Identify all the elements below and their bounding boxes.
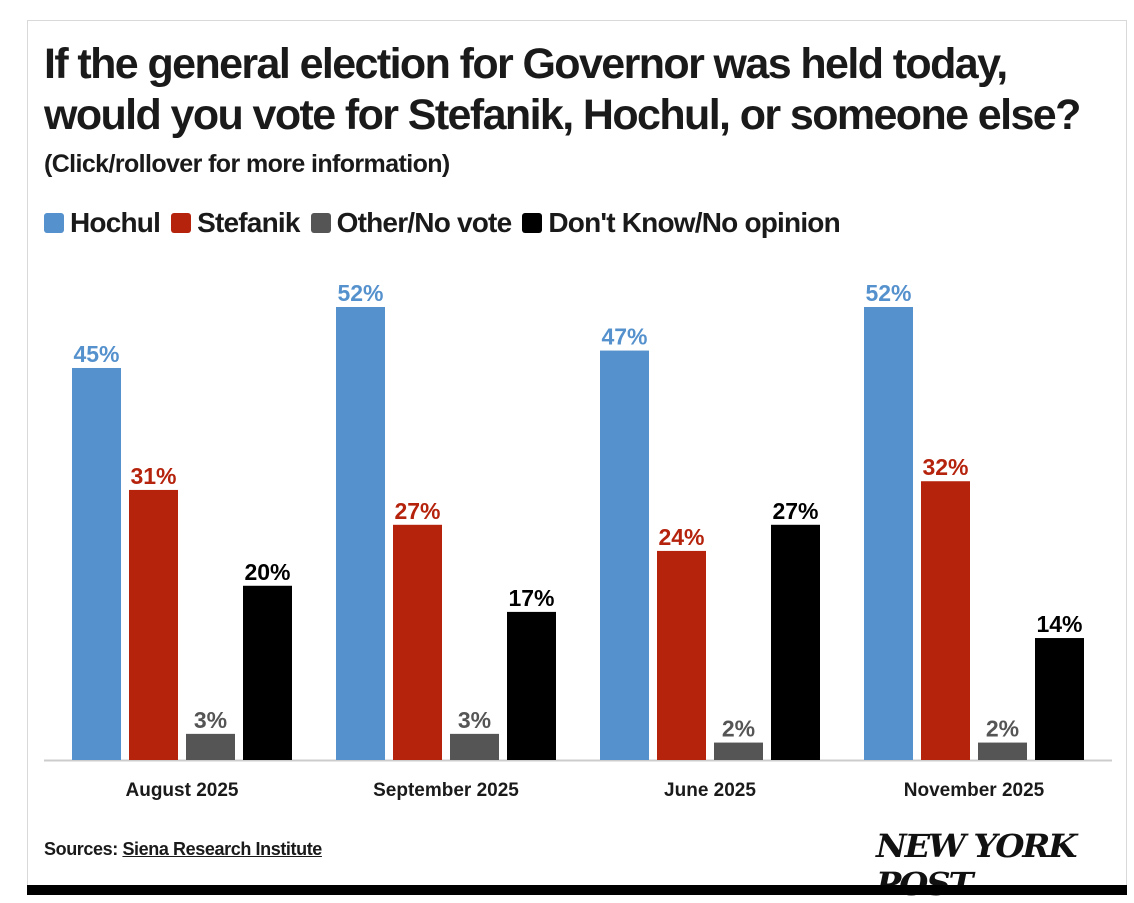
bar-other-no-vote-november-2025[interactable] <box>978 742 1027 760</box>
legend-label-other: Other/No vote <box>336 207 513 238</box>
legend: Hochul Stefanik Other/No vote Don't Know… <box>44 207 851 239</box>
bar-stefanik-november-2025[interactable] <box>921 481 970 760</box>
bar-hochul-august-2025[interactable] <box>72 367 121 760</box>
x-tick-label-june-2025: June 2025 <box>664 780 756 801</box>
bar-don-t-know-no-opinion-november-2025[interactable] <box>1035 638 1084 760</box>
legend-item-other[interactable]: Other/No vote <box>310 207 513 239</box>
bar-hochul-november-2025[interactable] <box>864 307 913 760</box>
legend-item-stefanik[interactable]: Stefanik <box>171 207 300 239</box>
data-label-other-no-vote-september-2025: 3% <box>458 707 491 733</box>
data-label-other-no-vote-june-2025: 2% <box>722 716 755 742</box>
bar-don-t-know-no-opinion-august-2025[interactable] <box>243 585 292 760</box>
bar-other-no-vote-august-2025[interactable] <box>186 733 235 760</box>
legend-item-dont-know[interactable]: Don't Know/No opinion <box>522 207 841 239</box>
bar-hochul-september-2025[interactable] <box>336 307 385 760</box>
legend-label-hochul: Hochul <box>70 207 161 238</box>
bar-other-no-vote-june-2025[interactable] <box>714 742 763 760</box>
x-tick-label-september-2025: September 2025 <box>373 780 519 801</box>
x-tick-label-august-2025: August 2025 <box>126 780 239 801</box>
bar-chart: 45% 31% 3% 20% August 2025 52% 27% 3% 17% Septemb… <box>44 280 1112 801</box>
data-label-don-t-know-no-opinion-august-2025: 20% <box>244 559 290 585</box>
bar-other-no-vote-september-2025[interactable] <box>450 733 499 760</box>
data-label-other-no-vote-november-2025: 2% <box>986 716 1019 742</box>
data-label-don-t-know-no-opinion-november-2025: 14% <box>1036 611 1082 637</box>
legend-label-dont-know: Don't Know/No opinion <box>548 207 840 238</box>
data-label-hochul-june-2025: 47% <box>601 324 647 350</box>
legend-swatch-stefanik <box>171 213 192 233</box>
chart-card: If the general election for Governor was… <box>27 20 1127 903</box>
legend-label-stefanik: Stefanik <box>197 207 300 238</box>
sources-line: Sources: Siena Research Institute <box>44 839 322 860</box>
bar-stefanik-september-2025[interactable] <box>393 524 442 760</box>
data-label-don-t-know-no-opinion-june-2025: 27% <box>772 498 818 524</box>
bar-don-t-know-no-opinion-june-2025[interactable] <box>771 524 820 760</box>
x-tick-label-november-2025: November 2025 <box>904 780 1045 801</box>
legend-swatch-dont-know <box>522 213 543 233</box>
data-label-stefanik-june-2025: 24% <box>658 524 704 550</box>
data-label-stefanik-november-2025: 32% <box>922 454 968 480</box>
legend-swatch-other <box>310 213 331 233</box>
chart-subtitle: (Click/rollover for more information) <box>44 150 450 178</box>
data-label-stefanik-august-2025: 31% <box>130 463 176 489</box>
bar-hochul-june-2025[interactable] <box>600 350 649 760</box>
sources-link[interactable]: Siena Research Institute <box>122 839 322 859</box>
bar-stefanik-june-2025[interactable] <box>657 550 706 760</box>
data-label-don-t-know-no-opinion-september-2025: 17% <box>508 585 554 611</box>
footer-bar <box>27 885 1127 895</box>
data-label-stefanik-september-2025: 27% <box>394 498 440 524</box>
data-label-hochul-september-2025: 52% <box>337 280 383 306</box>
data-label-hochul-november-2025: 52% <box>865 280 911 306</box>
data-label-hochul-august-2025: 45% <box>73 341 119 367</box>
chart-title: If the general election for Governor was… <box>44 40 1081 139</box>
legend-item-hochul[interactable]: Hochul <box>44 207 161 239</box>
data-label-other-no-vote-august-2025: 3% <box>194 707 227 733</box>
sources-prefix: Sources: <box>44 839 118 859</box>
legend-swatch-hochul <box>44 213 64 233</box>
bar-stefanik-august-2025[interactable] <box>129 489 178 760</box>
bar-don-t-know-no-opinion-september-2025[interactable] <box>507 611 556 760</box>
